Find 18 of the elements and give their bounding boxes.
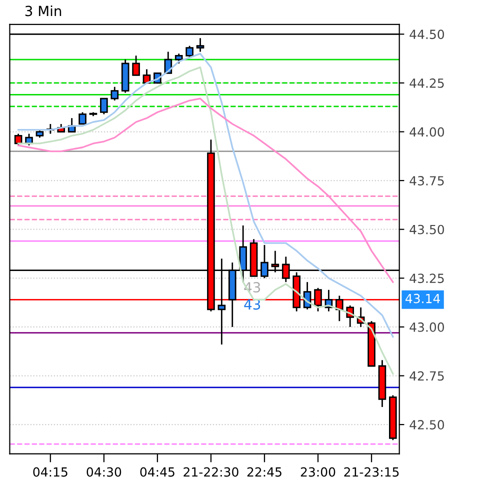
y-tick-label: 44.25 — [410, 78, 444, 88]
y-tick-label: 44.50 — [410, 30, 444, 40]
y-tick-label: 43.25 — [410, 274, 444, 284]
y-tick-label: 43.50 — [410, 224, 444, 234]
y-tick-label: 43.00 — [410, 322, 444, 332]
y-tick-label: 42.50 — [410, 420, 444, 430]
x-tick-label: 04:15 — [33, 467, 68, 477]
ref-line-label: 43.14 — [406, 294, 440, 304]
x-tick-label: 23:00 — [300, 467, 336, 477]
x-tick-label: 21-22:30 — [184, 467, 238, 477]
y-tick-label: 42.75 — [410, 371, 444, 381]
y-tick-label: 43.75 — [410, 176, 444, 186]
y-tick-label: 44.00 — [410, 127, 444, 137]
x-tick-label: 22:45 — [247, 467, 282, 477]
x-tick-label: 04:45 — [140, 467, 174, 477]
chart-title: 3 Min — [25, 5, 62, 16]
x-tick-label: 04:30 — [86, 467, 122, 477]
x-tick-label: 21-23:15 — [344, 467, 399, 477]
